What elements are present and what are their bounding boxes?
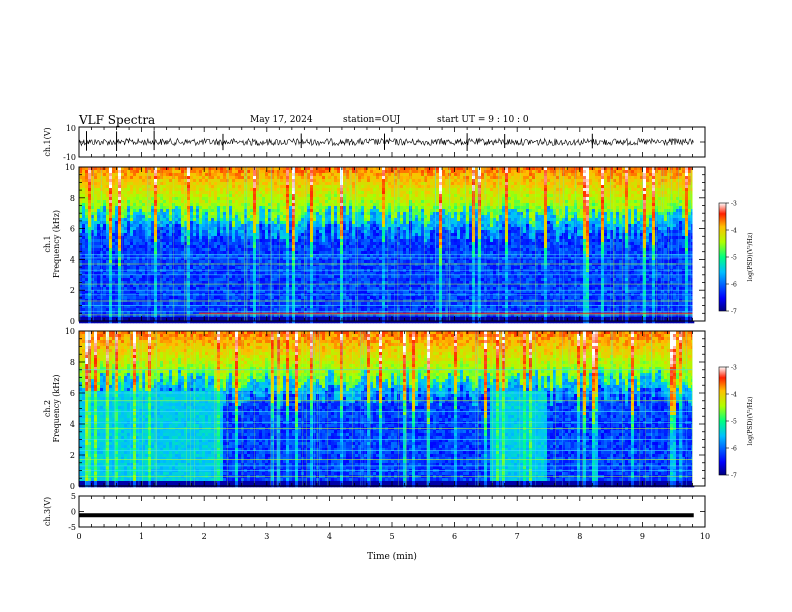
freq-tick-label: 6 <box>70 389 75 398</box>
freq-tick-label: 2 <box>70 286 75 295</box>
ch3-ytick-label: -5 <box>68 523 76 532</box>
colorbar-tick-label: -3 <box>731 365 737 372</box>
ch1-spectrogram <box>79 167 695 324</box>
colorbar-tick-label: -6 <box>731 282 737 289</box>
no-data-area <box>692 331 705 486</box>
x-tick-label: 10 <box>700 532 710 541</box>
freq-tick-label: 8 <box>70 194 75 203</box>
ch1-waveform <box>78 137 694 147</box>
colorbar-tick-label: -4 <box>731 228 737 235</box>
x-tick-label: 7 <box>515 532 520 541</box>
x-tick-label: 8 <box>577 532 582 541</box>
no-data-area <box>692 167 705 321</box>
freq-axis-label: Frequency (kHz) <box>52 210 61 278</box>
station-label: station=OUJ <box>343 115 400 125</box>
colorbar-tick-label: -3 <box>731 201 737 208</box>
ch1-ytick-label: -10 <box>63 153 76 162</box>
freq-tick-label: 2 <box>70 451 75 460</box>
colorbar-label: log(PSD)(V²/Hz) <box>747 233 754 282</box>
freq-tick-label: 8 <box>70 358 75 367</box>
x-tick-label: 9 <box>640 532 645 541</box>
figure-title: VLF Spectra <box>79 113 155 127</box>
x-tick-label: 3 <box>264 532 269 541</box>
ch1-ylabel: ch.1(V) <box>43 127 52 156</box>
x-axis-label: Time (min) <box>367 551 417 562</box>
colorbar-tick-label: -6 <box>731 446 737 453</box>
ch3-ytick-label: 5 <box>71 492 76 501</box>
colorbar-tick-label: -5 <box>731 419 737 426</box>
colorbar-tick-label: -7 <box>731 473 737 480</box>
x-tick-label: 4 <box>327 532 332 541</box>
colorbar-label: log(PSD)(V²/Hz) <box>747 397 754 446</box>
date-label: May 17, 2024 <box>250 115 313 125</box>
x-tick-label: 2 <box>202 532 207 541</box>
colorbar-tick-label: -4 <box>731 392 737 399</box>
ch1-ytick-label: 10 <box>66 124 76 133</box>
freq-tick-label: 10 <box>65 327 75 336</box>
freq-axis-label: Frequency (kHz) <box>52 374 61 442</box>
x-tick-label: 6 <box>452 532 457 541</box>
ch3-ylabel: ch.3(V) <box>43 497 52 526</box>
freq-axis-label: ch.2 <box>43 400 52 417</box>
colorbar-tick-label: -5 <box>731 255 737 262</box>
freq-tick-label: 4 <box>70 420 75 429</box>
x-tick-label: 1 <box>139 532 144 541</box>
freq-tick-label: 0 <box>70 482 75 491</box>
freq-tick-label: 6 <box>70 225 75 234</box>
colorbar <box>718 202 727 312</box>
colorbar <box>718 366 727 476</box>
freq-tick-label: 10 <box>65 163 75 172</box>
ch3-ytick-label: 0 <box>71 508 76 517</box>
ch2-spectrogram <box>79 331 695 488</box>
start-time-label: start UT = 9 : 10 : 0 <box>437 115 529 125</box>
freq-tick-label: 0 <box>70 317 75 326</box>
freq-tick-label: 4 <box>70 255 75 264</box>
colorbar-tick-label: -7 <box>731 309 737 316</box>
x-tick-label: 5 <box>389 532 394 541</box>
x-tick-label: 0 <box>76 532 81 541</box>
freq-axis-label: ch.1 <box>43 235 52 252</box>
